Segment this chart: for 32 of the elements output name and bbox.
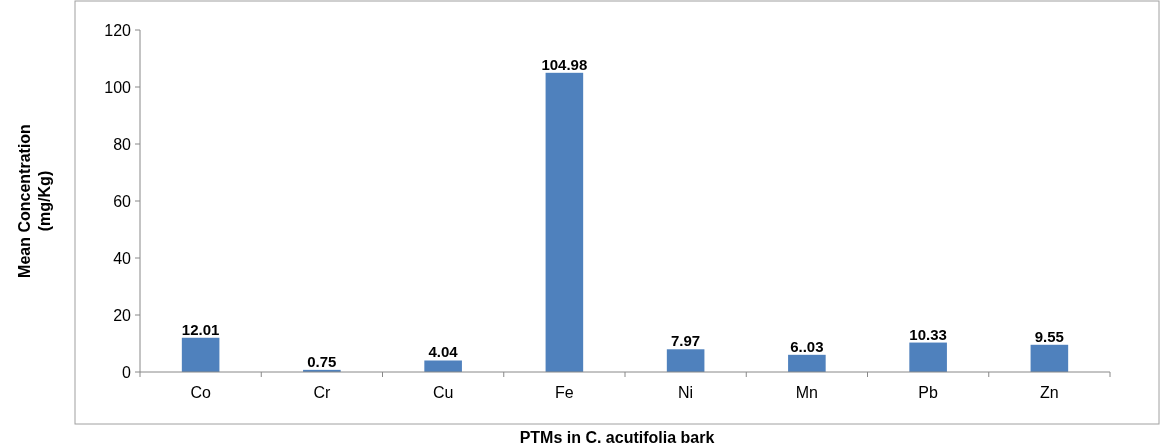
- data-label: 104.98: [541, 55, 588, 73]
- x-tick-label: Cu: [432, 384, 454, 401]
- y-tick-label: 20: [113, 306, 132, 324]
- bar: [545, 72, 584, 372]
- data-label: 0.75: [307, 352, 337, 370]
- x-tick-label: Ni: [678, 384, 694, 401]
- bar: [1030, 344, 1069, 372]
- x-axis-title: PTMs in C. acutifolia bark: [519, 429, 715, 446]
- data-label: 10.33: [909, 325, 947, 343]
- data-label: 6..03: [790, 337, 824, 355]
- y-tick-label: 80: [113, 135, 132, 153]
- y-tick-label: 0: [122, 363, 132, 381]
- y-axis-title: Mean Concentration (mg/Kg): [16, 124, 53, 278]
- bar: [181, 337, 220, 372]
- x-tick-label: Zn: [1040, 384, 1059, 401]
- data-label: 12.01: [181, 320, 220, 338]
- y-tick-label: 100: [104, 78, 132, 96]
- data-label: 9.55: [1034, 327, 1064, 345]
- bar: [788, 354, 826, 372]
- bar: [424, 360, 462, 372]
- bar: [909, 342, 947, 372]
- bar: [666, 349, 705, 372]
- y-tick-label: 120: [104, 21, 132, 39]
- x-tick-label: Cr: [313, 384, 331, 401]
- x-tick-label: Pb: [918, 384, 939, 401]
- data-label: 4.04: [428, 343, 459, 361]
- x-tick-label: Fe: [555, 384, 574, 401]
- x-tick-label: Co: [190, 384, 211, 401]
- data-label: 7.97: [671, 332, 701, 350]
- y-tick-label: 40: [113, 249, 132, 267]
- y-tick-label: 60: [113, 192, 132, 210]
- x-tick-label: Mn: [795, 384, 818, 401]
